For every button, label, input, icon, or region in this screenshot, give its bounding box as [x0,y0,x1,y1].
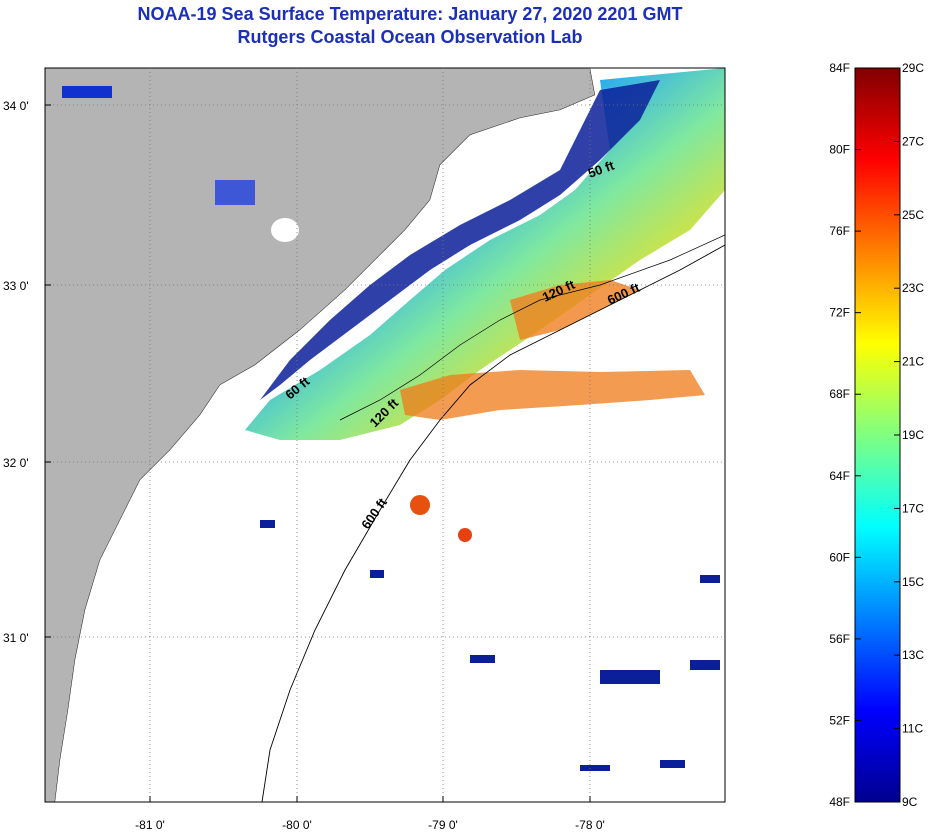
lon-label-81: -81 0' [135,818,165,832]
colorbar-c-label: 23C [902,281,924,295]
colorbar-f-label: 56F [829,632,850,646]
lat-label-32: 32 0' [3,456,29,470]
map-subtitle: Rutgers Coastal Ocean Observation Lab [237,27,583,47]
colorbar-c-label: 11C [902,722,923,736]
map-frame [44,67,726,803]
lake [271,218,299,242]
colorbar-c-label: 15C [902,575,924,589]
colorbar-f-label: 84F [829,61,850,75]
colorbar-c-label: 17C [902,501,924,515]
colorbar-c-label: 19C [902,428,924,442]
lat-label-31: 31 0' [3,631,29,645]
lon-label-80: -80 0' [282,818,312,832]
colorbar-f-label: 60F [829,550,850,564]
sst-warm-patch [510,280,640,340]
graticule [45,68,725,802]
isobath-600ft [261,244,725,802]
colorbar: 84F 80F 76F 72F 68F 64F 60F 56F 52F 48F 29C 27C 25C… [829,61,924,809]
colorbar-c-label: 27C [902,134,924,148]
colorbar-c-label: 9C [902,795,918,809]
isobath-120ft [339,234,725,421]
lat-label-33: 33 0' [3,279,29,293]
colorbar-celsius-labels: 29C 27C 25C 23C 21C 19C 17C 15C 13C 11C 9C [902,61,924,809]
sst-scatter [260,520,720,771]
colorbar-f-label: 80F [829,143,850,157]
colorbar-c-label: 13C [902,648,924,662]
colorbar-gradient [854,67,901,803]
colorbar-c-label: 21C [902,355,924,369]
sst-spot [410,495,430,515]
colorbar-ticks [855,67,900,803]
lat-label-34: 34 0' [3,99,29,113]
colorbar-f-label: 48F [829,795,850,809]
colorbar-fahrenheit-labels: 84F 80F 76F 72F 68F 64F 60F 56F 52F 48F [829,61,850,809]
colorbar-c-label: 25C [902,208,924,222]
sst-dark-nearshore [260,80,660,400]
sst-warm-patch-south [400,370,705,420]
map-canvas [45,68,725,802]
sst-swath [245,68,725,440]
colorbar-c-label: 29C [902,61,924,75]
colorbar-f-label: 52F [829,713,850,727]
inland-water-2 [215,180,255,205]
colorbar-f-label: 76F [829,224,850,238]
lon-label-78: -78 0' [575,818,605,832]
axis-ticks [45,104,591,802]
lon-label-79: -79 0' [428,818,458,832]
map-title: NOAA-19 Sea Surface Temperature: January… [137,4,683,24]
colorbar-f-label: 64F [829,469,850,483]
inland-water [62,86,112,98]
colorbar-f-label: 72F [829,306,850,320]
sst-spot-2 [458,528,472,542]
colorbar-f-label: 68F [829,387,850,401]
